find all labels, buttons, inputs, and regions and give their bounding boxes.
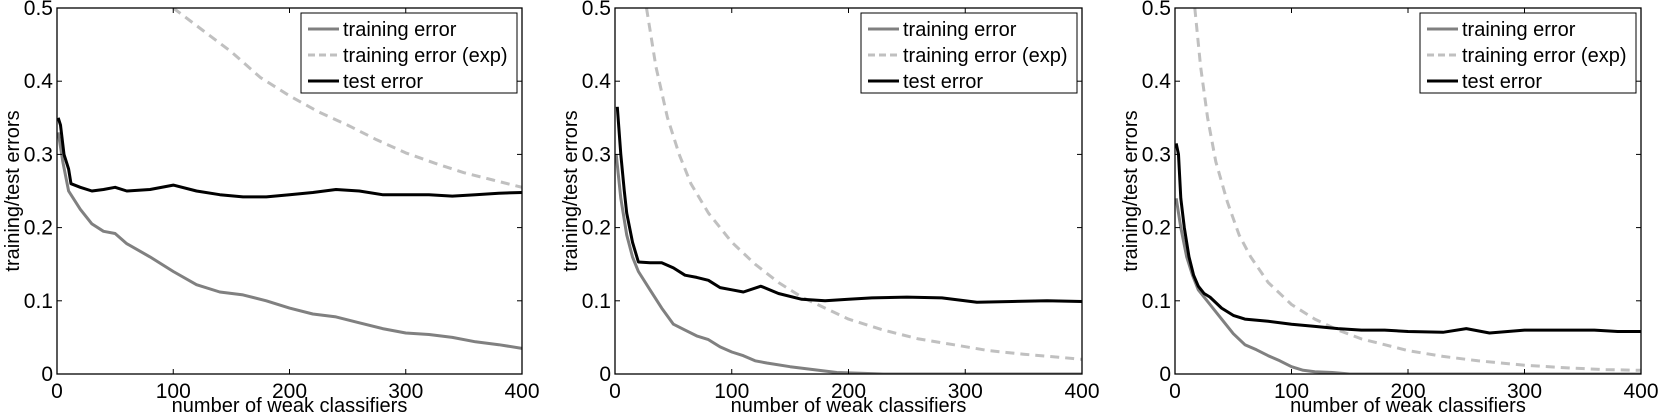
legend-label: training error	[903, 19, 1017, 41]
y-tick-label: 0	[599, 363, 611, 386]
y-axis-label: training/test errors	[2, 110, 24, 271]
y-tick-label: 0.3	[1142, 143, 1171, 166]
x-tick-label: 200	[272, 380, 307, 403]
x-axis-label: number of weak classifiers	[731, 395, 967, 417]
chart-panel-2: 0 100 200 300 400 0 0.1 0.2 0.3 0.4 0.5 number of w…	[560, 0, 1100, 417]
y-tick-label: 0	[41, 363, 53, 386]
y-tick-label: 0.2	[1142, 217, 1171, 240]
x-tick-label: 100	[156, 380, 191, 403]
y-axis-label: training/test errors	[560, 110, 582, 271]
y-axis-label: training/test errors	[1120, 110, 1142, 271]
y-tick-label: 0.2	[24, 217, 53, 240]
x-tick-label: 300	[1507, 380, 1542, 403]
legend-label: training error	[1462, 19, 1576, 41]
x-tick-label: 100	[1274, 380, 1309, 403]
x-tick-label: 0	[1169, 380, 1181, 403]
y-tick-label: 0.5	[582, 0, 611, 20]
legend-label: training error (exp)	[343, 45, 508, 67]
y-tick-label: 0.1	[24, 290, 53, 313]
x-tick-label: 300	[388, 380, 423, 403]
y-tick-label: 0.4	[582, 70, 612, 93]
series-training-error	[57, 132, 522, 350]
x-tick-label: 200	[831, 380, 866, 403]
series-training-error-exp	[172, 8, 522, 189]
y-tick-label: 0.4	[24, 70, 54, 93]
legend-label: training error (exp)	[903, 45, 1068, 67]
series-training-error	[1175, 198, 1641, 374]
x-tick-label: 0	[51, 380, 63, 403]
y-tick-label: 0.4	[1142, 70, 1172, 93]
chart-panel-3: 0 100 200 300 400 0 0.1 0.2 0.3 0.4 0.5 number of w…	[1120, 0, 1659, 417]
y-tick-label: 0.3	[582, 143, 611, 166]
plot-area	[57, 8, 522, 350]
x-tick-label: 100	[714, 380, 749, 403]
y-tick-label: 0.5	[1142, 0, 1171, 20]
plot-area	[1175, 8, 1641, 374]
series-test-error	[615, 106, 1082, 304]
x-tick-label: 400	[1623, 380, 1658, 403]
legend-label: training error	[343, 19, 457, 41]
legend: training error training error (exp) test e…	[1419, 12, 1637, 94]
legend-label: test error	[1462, 71, 1542, 93]
series-training-error	[615, 154, 1082, 374]
series-test-error	[57, 117, 522, 199]
series-training-error-exp	[1193, 8, 1641, 372]
x-tick-label: 0	[609, 380, 621, 403]
y-tick-label: 0	[1159, 363, 1171, 386]
legend: training error training error (exp) test e…	[860, 12, 1078, 94]
y-tick-label: 0.2	[582, 217, 611, 240]
y-tick-label: 0.5	[24, 0, 53, 20]
legend-label: test error	[903, 71, 983, 93]
y-tick-label: 0.3	[24, 143, 53, 166]
plot-area	[615, 8, 1082, 374]
series-training-error-exp	[645, 8, 1082, 361]
y-tick-label: 0.1	[1142, 290, 1171, 313]
x-tick-label: 400	[504, 380, 539, 403]
x-tick-label: 200	[1390, 380, 1425, 403]
x-tick-label: 300	[948, 380, 983, 403]
x-axis-label: number of weak classifiers	[172, 395, 408, 417]
x-axis-label: number of weak classifiers	[1290, 395, 1526, 417]
series-test-error	[1175, 143, 1641, 335]
y-tick-label: 0.1	[582, 290, 611, 313]
legend-label: test error	[343, 71, 423, 93]
x-tick-label: 400	[1064, 380, 1099, 403]
legend-label: training error (exp)	[1462, 45, 1627, 67]
chart-panel-1: 0 100 200 300 400 0 0.1 0.2 0.3 0.4 0.5 number of w…	[2, 0, 540, 417]
legend: training error training error (exp) test e…	[300, 12, 518, 94]
